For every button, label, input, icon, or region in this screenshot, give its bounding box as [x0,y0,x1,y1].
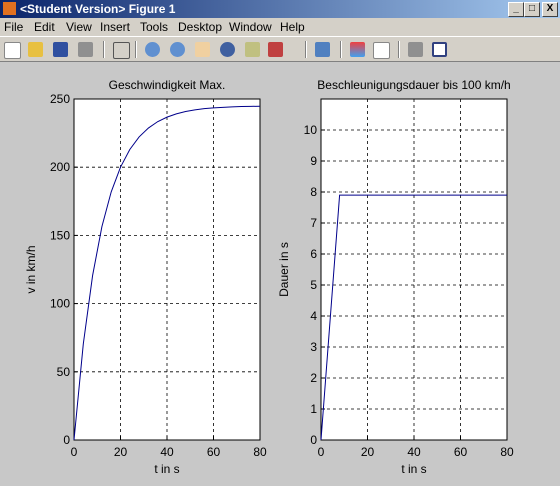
separator [103,41,105,58]
save-button[interactable] [53,42,68,57]
data-cursor-button[interactable] [245,42,260,57]
axes-frame [73,98,261,441]
y-axis-label: Dauer in s [277,242,291,297]
x-axis-label: t in s [154,462,179,476]
maximize-button[interactable]: □ [524,2,540,17]
chart-title: Geschwindigkeit Max. [109,78,226,92]
app-icon [3,2,16,15]
window-title: <Student Version> Figure 1 [20,2,176,16]
y-tick-label: 5 [310,278,317,292]
x-tick-label: 40 [407,445,421,459]
y-tick-label: 0 [310,433,317,447]
menu-item[interactable]: Edit [34,20,55,34]
x-tick-label: 40 [160,445,174,459]
colorbar-button[interactable] [350,42,365,57]
y-tick-label: 10 [304,123,318,137]
open-button[interactable] [28,42,43,57]
x-tick-label: 0 [71,445,78,459]
data-line [320,194,507,441]
y-axis-label: v in km/h [24,245,38,293]
zoom-in-button[interactable] [145,42,160,57]
new-button[interactable] [4,42,21,59]
pan-button[interactable] [195,42,210,57]
y-tick-label: 6 [310,247,317,261]
x-tick-label: 60 [207,445,221,459]
y-tick-label: 2 [310,371,317,385]
y-tick-label: 50 [57,365,71,379]
close-button[interactable]: X [542,2,558,17]
toolbar [0,36,560,62]
separator [305,41,307,58]
axes-frame [320,98,508,441]
x-tick-label: 20 [361,445,375,459]
menu-item[interactable]: Desktop [178,20,223,34]
separator [340,41,342,58]
y-tick-label: 250 [50,92,70,106]
edit-plot-button[interactable] [113,42,130,59]
y-tick-label: 7 [310,216,317,230]
menu-item[interactable]: File [4,20,24,34]
separator [398,41,400,58]
data-line [73,105,261,441]
y-tick-label: 4 [310,309,317,323]
print-button[interactable] [78,42,93,57]
x-tick-label: 80 [253,445,267,459]
minimize-button[interactable]: _ [508,2,524,17]
link-button[interactable] [315,42,330,57]
zoom-out-button[interactable] [170,42,185,57]
y-tick-label: 9 [310,154,317,168]
menu-item[interactable]: Window [229,20,272,34]
menu-bar: File Edit View Insert Tools Desktop Window Help [0,18,560,36]
y-tick-label: 0 [63,433,70,447]
legend-button[interactable] [373,42,390,59]
x-tick-label: 0 [318,445,325,459]
brush-button[interactable] [268,42,283,57]
hide-tools-button[interactable] [408,42,423,57]
separator [135,41,137,58]
rotate-button[interactable] [220,42,235,57]
title-bar: <Student Version> Figure 1 _ □ X [0,0,560,18]
menu-item[interactable]: Help [280,20,305,34]
y-tick-label: 100 [50,297,70,311]
y-tick-label: 8 [310,185,317,199]
x-tick-label: 20 [114,445,128,459]
menu-item[interactable]: Insert [100,20,131,34]
x-axis-label: t in s [401,462,426,476]
y-tick-label: 1 [310,402,317,416]
y-tick-label: 150 [50,228,70,242]
menu-item[interactable]: View [66,20,92,34]
chart-title: Beschleunigungsdauer bis 100 km/h [317,78,510,92]
x-tick-label: 80 [500,445,514,459]
menu-item[interactable]: Tools [140,20,169,34]
x-tick-label: 60 [454,445,468,459]
show-tools-button[interactable] [432,42,447,57]
y-tick-label: 3 [310,340,317,354]
y-tick-label: 200 [50,160,70,174]
